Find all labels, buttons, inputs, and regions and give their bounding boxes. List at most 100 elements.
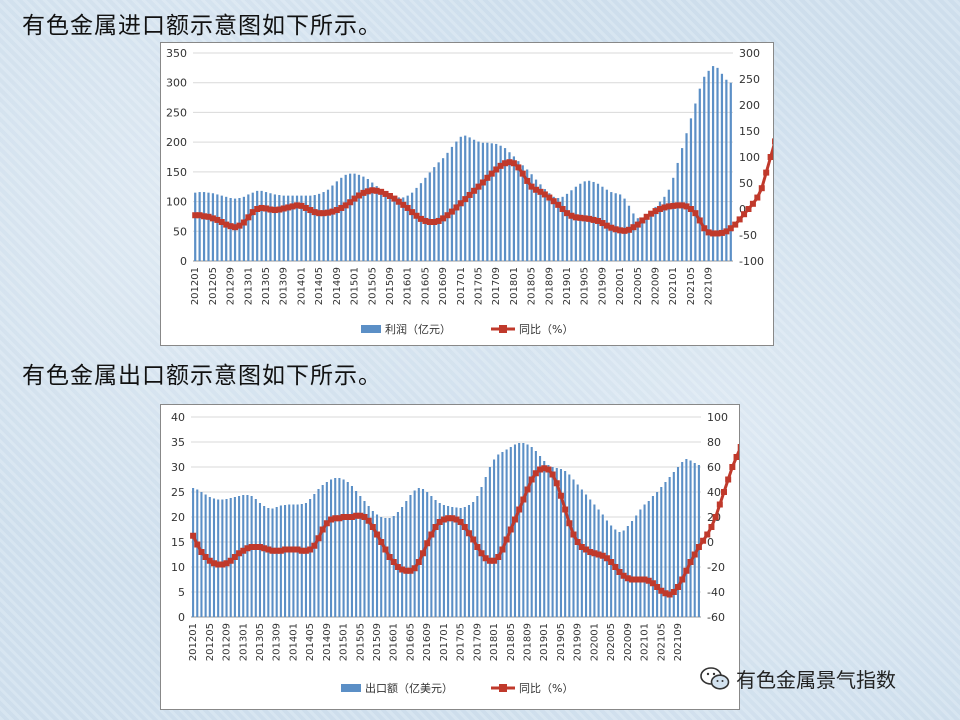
chart2-x-tick-label: 201605 bbox=[405, 623, 416, 661]
chart1-x-tick-label: 201901 bbox=[562, 267, 573, 305]
chart2-bar bbox=[409, 495, 412, 617]
chart1-x-tick-label: 202001 bbox=[615, 267, 626, 305]
chart1-bar bbox=[397, 197, 400, 261]
chart1-bar bbox=[468, 137, 471, 261]
chart2-bar bbox=[317, 489, 320, 617]
chart2-line-marker bbox=[336, 515, 343, 522]
chart2-x-tick-label: 201801 bbox=[489, 623, 500, 661]
chart1-x-tick-label: 201605 bbox=[420, 267, 431, 305]
chart1-x-tick-label: 202109 bbox=[704, 267, 715, 305]
chart1-line-marker bbox=[710, 230, 717, 237]
chart2-line-marker bbox=[252, 544, 259, 550]
chart1-line-marker bbox=[546, 194, 553, 201]
chart1-bar bbox=[459, 136, 462, 261]
chart1-line-marker bbox=[564, 210, 571, 217]
chart2-x-tick-label: 201805 bbox=[506, 623, 517, 661]
chart1-line-marker bbox=[497, 162, 504, 169]
chart2-line-marker bbox=[353, 512, 360, 519]
chart2-line-marker bbox=[662, 590, 669, 597]
wechat-icon bbox=[700, 666, 730, 690]
chart1-bar bbox=[349, 173, 352, 261]
chart2-bar bbox=[246, 495, 249, 617]
chart1-line-marker bbox=[280, 205, 287, 212]
chart2-x-tick-label: 202009 bbox=[623, 623, 634, 661]
chart2-bar bbox=[451, 507, 454, 617]
chart2-bar bbox=[589, 499, 592, 617]
chart1-legend-bar-swatch bbox=[361, 325, 381, 333]
chart2-line-marker bbox=[616, 569, 623, 575]
chart2-line-marker bbox=[679, 576, 686, 583]
chart1-bar bbox=[632, 213, 635, 261]
chart1-bar bbox=[251, 192, 254, 261]
chart2-line-marker bbox=[440, 516, 447, 523]
chart1-bar bbox=[495, 143, 498, 261]
chart1-line-marker bbox=[347, 199, 354, 206]
chart1-bar bbox=[725, 79, 728, 261]
chart2-line-marker bbox=[695, 544, 702, 550]
chart1-line-marker bbox=[232, 224, 239, 231]
chart2-line-marker bbox=[603, 555, 610, 562]
chart2-bar bbox=[668, 477, 671, 617]
chart1-bar bbox=[198, 192, 201, 261]
chart1-line-marker bbox=[271, 207, 278, 214]
chart1-bar bbox=[645, 217, 648, 261]
chart1-line-marker bbox=[214, 216, 221, 223]
chart2-line-marker bbox=[424, 540, 431, 547]
chart2-bar bbox=[375, 514, 379, 617]
chart2-line-marker bbox=[348, 514, 355, 520]
chart2-line-marker bbox=[282, 546, 289, 553]
chart1-x-tick-label: 201909 bbox=[597, 267, 608, 305]
chart1-bar bbox=[508, 152, 511, 261]
chart2-line-marker bbox=[624, 575, 631, 582]
chart1-bar bbox=[698, 88, 701, 262]
chart2-line-marker bbox=[411, 565, 418, 572]
chart2-bar bbox=[664, 482, 667, 617]
chart1-bar bbox=[689, 118, 693, 261]
chart1-line-marker bbox=[617, 227, 624, 234]
chart1-bar bbox=[707, 70, 710, 261]
chart2-bar bbox=[689, 460, 692, 617]
chart1-bar bbox=[393, 196, 396, 261]
chart2-right-tick-label: 60 bbox=[707, 461, 721, 474]
chart1-x-tick-label: 202105 bbox=[686, 267, 697, 305]
chart1-line-marker bbox=[444, 212, 451, 219]
chart2-line-marker bbox=[658, 587, 665, 594]
chart2-bar bbox=[413, 490, 416, 617]
chart2-line-marker bbox=[503, 536, 510, 543]
chart1-line-marker bbox=[316, 210, 323, 217]
chart2-bar bbox=[693, 463, 696, 617]
chart1-line-marker bbox=[192, 212, 199, 219]
chart1-line-marker bbox=[333, 207, 340, 214]
chart1-line-marker bbox=[457, 200, 464, 207]
chart1-line-marker bbox=[351, 195, 358, 202]
chart2-bar bbox=[367, 506, 370, 617]
chart2-bar bbox=[212, 498, 216, 617]
chart2-line-marker bbox=[737, 444, 739, 450]
chart1-line-marker bbox=[369, 187, 376, 194]
chart2-right-tick-label: -20 bbox=[707, 561, 725, 574]
chart1-line-marker bbox=[661, 204, 668, 211]
chart2-line-marker bbox=[403, 567, 410, 574]
chart2-legend-bar-swatch bbox=[341, 684, 361, 692]
chart2-bar bbox=[288, 504, 291, 617]
chart2-bar bbox=[593, 504, 596, 617]
chart2-bar bbox=[350, 486, 353, 617]
chart2-bar bbox=[455, 507, 458, 617]
chart1-line-marker bbox=[665, 203, 672, 210]
chart2-left-tick-label: 15 bbox=[171, 536, 185, 549]
chart2-bar bbox=[284, 505, 287, 617]
chart1-line-marker bbox=[267, 206, 274, 213]
chart1-bar bbox=[247, 194, 250, 261]
chart1-bar bbox=[309, 195, 312, 261]
chart2-line-marker bbox=[223, 560, 230, 567]
chart2-bar bbox=[321, 485, 324, 617]
chart2-bar bbox=[584, 494, 588, 617]
chart2-line-marker bbox=[683, 567, 690, 574]
chart1-bar bbox=[534, 179, 538, 261]
chart1-line-marker bbox=[205, 213, 212, 220]
chart2-line-marker bbox=[537, 466, 544, 473]
chart2-line-marker bbox=[587, 549, 594, 555]
chart2-bar bbox=[476, 496, 479, 617]
chart2-x-tick-label: 201305 bbox=[255, 623, 266, 661]
chart1-x-tick-label: 201401 bbox=[296, 267, 307, 305]
